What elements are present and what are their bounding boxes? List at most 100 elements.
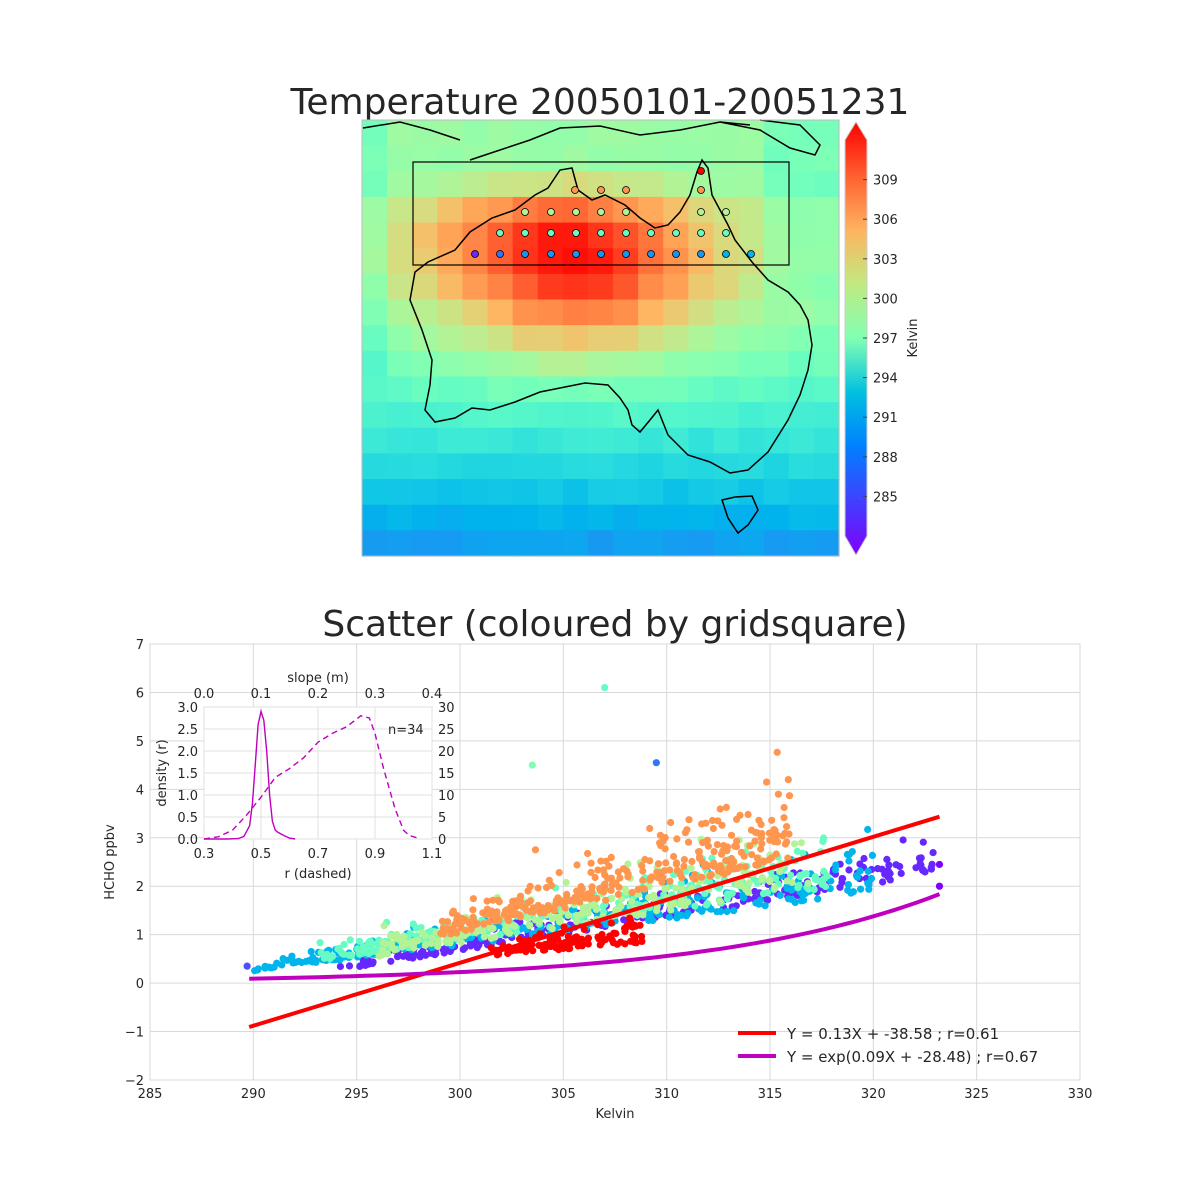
scatter-point [639,911,647,919]
scatter-point [442,937,450,945]
scatter-point [780,814,788,822]
y-tick-label: 4 [136,783,144,798]
grid-cell [462,299,489,326]
grid-cell [738,145,765,172]
inset-right-tick-label: 10 [438,789,455,804]
scatter-point [827,877,835,885]
grid-cell [763,504,790,531]
grid-cell [613,530,639,557]
grid-cell [412,299,438,326]
r-density-line [203,715,419,840]
grid-cell [412,171,438,198]
grid-cell [562,273,589,301]
grid-cell [412,376,438,403]
legend-linear-label: Y = 0.13X + -38.58 ; r=0.61 [786,1025,999,1043]
inset-right-tick-label: 5 [438,811,446,826]
grid-cell [437,530,464,557]
grid-cell [738,350,765,378]
scatter-point [366,937,374,945]
grid-cell [562,453,589,480]
grid-cell [362,376,388,403]
grid-cell [362,248,388,275]
inset-density-lines [203,708,419,840]
scatter-point [480,933,488,941]
scatter-point [759,890,768,898]
scatter-point [796,871,804,880]
scatter-point [688,857,696,866]
grid-cell [738,530,765,557]
grid-cell [462,427,489,455]
grid-cell [412,453,438,480]
grid-cell [788,530,815,557]
scatter-point [461,944,469,952]
scatter-point [554,894,562,902]
scatter-point [773,748,781,756]
scatter-point [335,944,343,952]
scatter-point [547,942,555,951]
mainland-coast [409,158,813,474]
grid-cell [688,504,715,531]
scatter-point [921,868,929,876]
scatter-point [489,896,497,904]
scatter-point [340,950,348,958]
grid-cell [638,325,664,352]
scatter-point [774,790,783,798]
scatter-point [673,835,681,843]
scatter-point [726,866,734,874]
scatter-point [917,861,925,869]
scatter-point [584,934,593,942]
grid-cell [462,350,489,378]
scatter-point [753,854,761,862]
grid-cell [362,299,388,326]
scatter-point [733,837,741,845]
grid-cell [462,120,489,147]
tasmania-coast [721,495,759,535]
scatter-point [650,894,658,902]
scatter-point [446,947,454,956]
scatter-point [636,921,644,929]
scatter-point [552,900,560,908]
grid-cell [813,479,840,506]
grid-cell [813,299,840,326]
grid-cell [362,350,388,378]
scatter-point [657,842,665,850]
scatter-ylabel: HCHO ppbv [103,824,118,900]
inset-count-note: n=34 [388,723,424,738]
grid-cell [738,171,765,198]
scatter-point [552,934,560,943]
grid-cell [412,350,438,378]
inset-left-tick-label: 2.5 [177,723,198,738]
grid-cell [613,273,639,301]
scatter-point [672,884,680,892]
grid-cell [562,350,589,378]
scatter-point [783,838,791,846]
map-frame [361,119,840,557]
gridsquare-marker [547,250,555,258]
scatter-point [867,874,876,883]
grid-cell [663,350,689,378]
scatter-point [547,881,556,890]
scatter-point [387,932,395,940]
grid-cell [387,325,413,352]
scatter-point [515,899,523,908]
grid-cell [613,325,639,352]
grid-cell [387,479,413,506]
grid-cell [713,427,740,455]
gridsquare-marker [622,250,630,258]
scatter-point [523,914,531,922]
gridsquare-marker [521,229,529,237]
scatter-point [799,849,807,857]
inset-left-tick-label: 1.5 [177,767,198,782]
grid-cell [763,325,790,352]
grid-cell [437,145,464,172]
grid-cell [638,145,664,172]
scatter-point [717,907,725,916]
scatter-point [597,857,605,865]
scatter-point [504,915,512,924]
grid-cell [362,504,388,531]
scatter-point [471,921,479,929]
inset-bottom-xlabel: r (dashed) [284,867,351,882]
scatter-point [623,867,631,875]
scatter-point [646,824,654,833]
scatter-point [665,913,674,921]
